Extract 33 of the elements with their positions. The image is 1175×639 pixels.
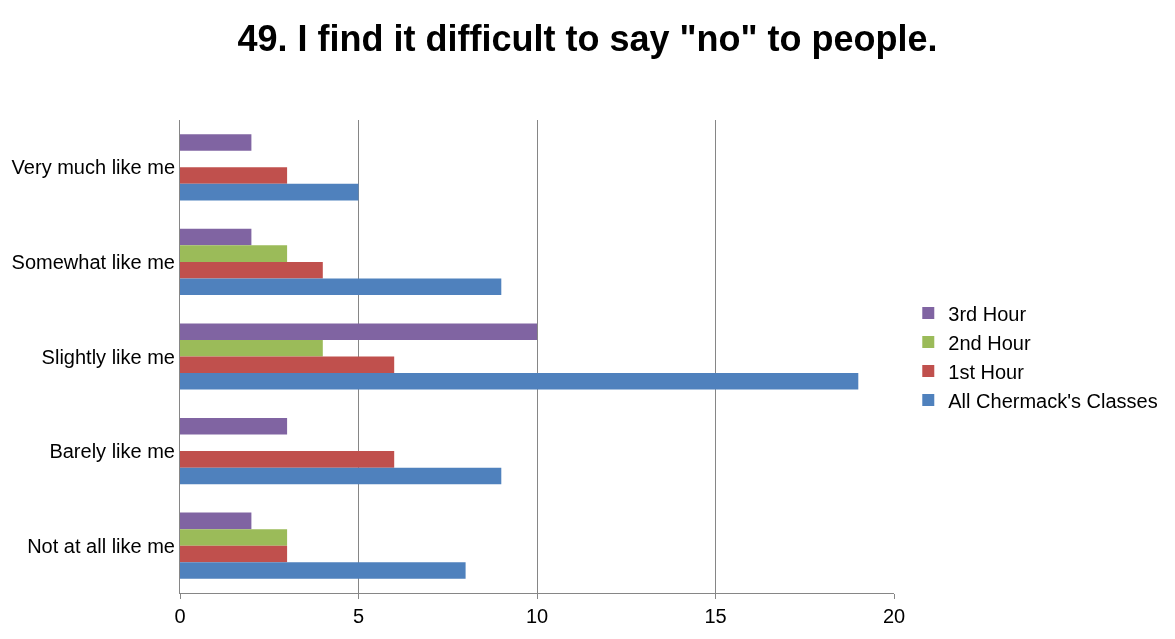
bar: [180, 451, 395, 468]
chart-title: 49. I find it difficult to say "no" to people.: [237, 17, 938, 59]
bar: [180, 339, 323, 357]
x-tick-label: 15: [704, 605, 727, 627]
bar: [180, 529, 288, 546]
x-tick-label: 0: [174, 605, 186, 627]
y-tick-label: Somewhat like me: [11, 250, 175, 273]
bar: [180, 278, 502, 296]
legend-label: All Chermack's Classes: [948, 389, 1158, 412]
bar: [180, 245, 288, 262]
bar: [180, 167, 288, 184]
y-tick-label: Slightly like me: [41, 345, 175, 368]
bar: [180, 467, 502, 485]
legend-label: 3rd Hour: [948, 302, 1027, 325]
bar: [180, 228, 252, 246]
bar: [180, 323, 537, 340]
y-tick-label: Barely like me: [49, 440, 175, 463]
bar: [180, 512, 252, 530]
bar: [180, 261, 323, 279]
bar: [180, 562, 466, 579]
y-tick-label: Very much like me: [11, 156, 175, 179]
x-tick-label: 10: [525, 605, 549, 627]
legend-label: 1st Hour: [948, 360, 1025, 383]
bar: [180, 373, 859, 390]
y-tick-label: Not at all like me: [27, 534, 175, 557]
bar: [180, 545, 288, 563]
bar: [180, 134, 252, 151]
bar: [180, 417, 288, 435]
bar: [180, 356, 395, 374]
bar: [180, 183, 359, 201]
x-tick-label: 5: [352, 605, 365, 627]
x-tick-label: 20: [882, 605, 906, 627]
legend-label: 2nd Hour: [948, 331, 1031, 354]
